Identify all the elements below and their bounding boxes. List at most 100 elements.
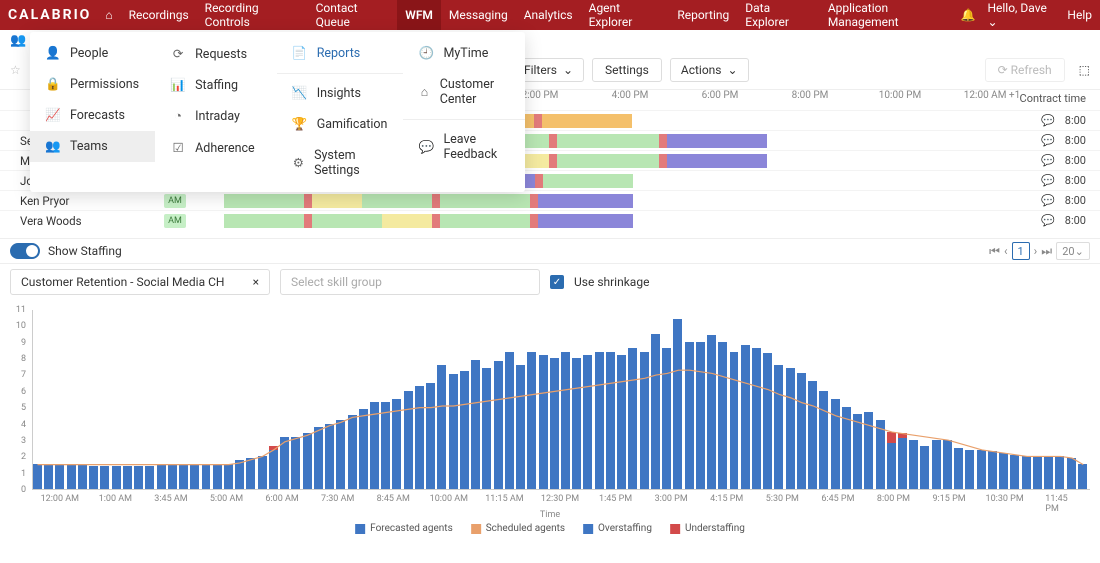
menu-customer-center[interactable]: ⌂Customer Center <box>403 69 525 115</box>
menu-requests[interactable]: ⟳Requests <box>155 38 277 70</box>
schedule-segment[interactable] <box>557 134 659 148</box>
schedule-segment[interactable] <box>667 154 767 168</box>
show-staffing-label: Show Staffing <box>48 244 122 258</box>
forecasts-icon: 📈 <box>46 108 60 123</box>
schedule-segment[interactable] <box>659 154 667 168</box>
schedule-segment[interactable] <box>535 174 543 188</box>
menu-reports[interactable]: 📄Reports <box>277 38 404 69</box>
legend-item: Forecasted agents <box>355 523 453 534</box>
agent-name: Ken Pryor <box>0 194 164 208</box>
menu-system-settings[interactable]: ⚙System Settings <box>277 140 404 186</box>
help-link[interactable]: Help <box>1067 8 1092 22</box>
schedule-segment[interactable] <box>432 194 440 208</box>
menu-gamification[interactable]: 🏆Gamification <box>277 109 404 140</box>
bell-icon[interactable]: 🔔 <box>961 8 976 22</box>
note-icon[interactable]: 💬 <box>1041 194 1055 207</box>
user-greeting[interactable]: Hello, Dave ⌄ <box>987 1 1055 29</box>
adherence-icon: ☑ <box>171 140 185 156</box>
time-label: 12:00 AM +1 <box>964 90 1020 101</box>
skill-filter[interactable]: Customer Retention - Social Media CH× <box>10 269 270 295</box>
export-icon[interactable]: ⬚ <box>1079 63 1090 77</box>
nav-data-explorer[interactable]: Data Explorer <box>737 0 820 30</box>
menu-people[interactable]: 👤People <box>30 38 155 69</box>
schedule-segment[interactable] <box>432 214 440 228</box>
schedule-segment[interactable] <box>362 194 432 208</box>
nav-recordings[interactable]: Recordings <box>121 0 197 30</box>
intraday-icon: ◔ <box>171 109 185 124</box>
pager: ⏮ ‹ 1 › ⏭ 20 ⌄ <box>989 242 1090 260</box>
contract-time: 8:00 <box>1065 214 1086 227</box>
schedule-segment[interactable] <box>538 214 633 228</box>
note-icon[interactable]: 💬 <box>1041 174 1055 187</box>
schedule-segment[interactable] <box>659 134 667 148</box>
nav-agent-explorer[interactable]: Agent Explorer <box>581 0 670 30</box>
nav-reporting[interactable]: Reporting <box>669 0 737 30</box>
menu-permissions[interactable]: 🔒Permissions <box>30 69 155 100</box>
page-size-select[interactable]: 20 ⌄ <box>1056 242 1090 260</box>
requests-icon: ⟳ <box>171 46 185 62</box>
schedule-segment[interactable] <box>312 194 362 208</box>
nav-contact-queue[interactable]: Contact Queue <box>308 0 398 30</box>
wfm-dropdown: 👤People🔒Permissions📈Forecasts👥Teams ⟳Req… <box>30 32 525 192</box>
contract-time: 8:00 <box>1065 154 1086 167</box>
schedule-segment[interactable] <box>557 154 659 168</box>
note-icon[interactable]: 💬 <box>1041 134 1055 147</box>
schedule-segment[interactable] <box>312 214 382 228</box>
schedule-segment[interactable] <box>382 214 432 228</box>
schedule-segment[interactable] <box>440 214 530 228</box>
nav-wfm[interactable]: WFM <box>397 0 441 30</box>
schedule-segment[interactable] <box>224 214 304 228</box>
refresh-button[interactable]: ⟳ Refresh <box>985 58 1065 82</box>
menu-teams[interactable]: 👥Teams <box>30 131 155 162</box>
nav-application-management[interactable]: Application Management <box>820 0 961 30</box>
schedule-segment[interactable] <box>304 194 312 208</box>
menu-intraday[interactable]: ◔Intraday <box>155 101 277 132</box>
show-staffing-toggle[interactable] <box>10 243 40 259</box>
schedule-segment[interactable] <box>530 194 538 208</box>
nav-recording-controls[interactable]: Recording Controls <box>197 0 308 30</box>
note-icon[interactable]: 💬 <box>1041 114 1055 127</box>
chart-legend: Forecasted agentsScheduled agentsOversta… <box>355 523 745 534</box>
nav-messaging[interactable]: Messaging <box>441 0 516 30</box>
menu-staffing[interactable]: 📊Staffing <box>155 70 277 101</box>
schedule-segment[interactable] <box>304 214 312 228</box>
x-axis-title: Time <box>540 510 560 520</box>
insights-icon: 📉 <box>293 86 307 101</box>
schedule-segment[interactable] <box>440 194 530 208</box>
schedule-segment[interactable] <box>543 174 633 188</box>
pager-page[interactable]: 1 <box>1012 242 1030 260</box>
pager-next-icon[interactable]: › <box>1034 244 1038 258</box>
menu-insights[interactable]: 📉Insights <box>277 78 404 109</box>
pager-last-icon[interactable]: ⏭ <box>1041 244 1052 259</box>
agent-name: Vera Woods <box>0 214 164 228</box>
teams-icon: 👥 <box>46 139 60 154</box>
home-icon[interactable]: ⌂ <box>97 0 120 30</box>
menu-mytime[interactable]: 🕘MyTime <box>403 38 525 69</box>
staffing-chart: 01234567891011 12:00 AM1:00 AM3:45 AM5:0… <box>10 300 1090 530</box>
table-row[interactable]: Ken PryorAM💬8:00 <box>0 190 1100 210</box>
close-icon[interactable]: × <box>253 275 259 289</box>
settings-button[interactable]: Settings <box>592 58 662 82</box>
schedule-segment[interactable] <box>727 134 767 148</box>
table-row[interactable]: Vera WoodsAM💬8:00 <box>0 210 1100 230</box>
menu-forecasts[interactable]: 📈Forecasts <box>30 100 155 131</box>
schedule-segment[interactable] <box>538 194 633 208</box>
menu-adherence[interactable]: ☑Adherence <box>155 132 277 164</box>
system-settings-icon: ⚙ <box>293 155 304 171</box>
note-icon[interactable]: 💬 <box>1041 154 1055 167</box>
pager-prev-icon[interactable]: ‹ <box>1004 244 1008 258</box>
schedule-segment[interactable] <box>667 134 727 148</box>
star-icon[interactable]: ☆ <box>10 63 21 77</box>
skill-group-select[interactable]: Select skill group <box>280 269 540 295</box>
schedule-segment[interactable] <box>549 134 557 148</box>
pager-first-icon[interactable]: ⏮ <box>989 244 1000 259</box>
schedule-segment[interactable] <box>549 154 557 168</box>
menu-leave-feedback[interactable]: 💬Leave Feedback <box>403 124 525 170</box>
schedule-segment[interactable] <box>224 194 304 208</box>
nav-analytics[interactable]: Analytics <box>516 0 581 30</box>
note-icon[interactable]: 💬 <box>1041 214 1055 227</box>
shrinkage-checkbox[interactable]: ✓ <box>550 275 564 289</box>
actions-button[interactable]: Actions⌄ <box>670 58 749 82</box>
schedule-segment[interactable] <box>530 214 538 228</box>
time-label: 10:00 PM <box>879 90 921 101</box>
